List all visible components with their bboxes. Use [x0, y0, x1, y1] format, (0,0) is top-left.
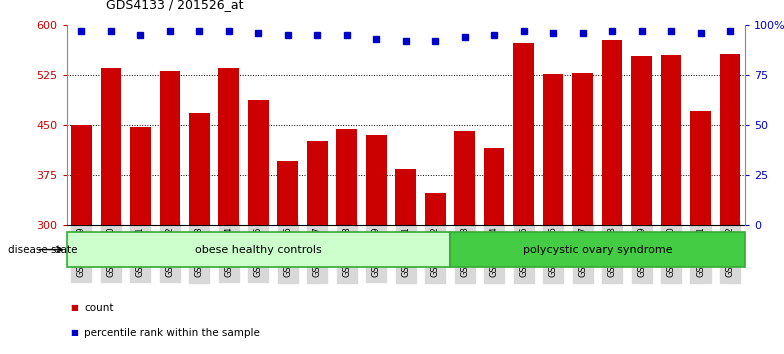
Text: disease state: disease state — [8, 245, 78, 255]
Bar — [602, 40, 622, 225]
Bar — [278, 161, 298, 225]
Bar — [450, 232, 745, 267]
Text: ■: ■ — [71, 328, 78, 337]
Bar — [336, 130, 357, 225]
Text: polycystic ovary syndrome: polycystic ovary syndrome — [523, 245, 672, 255]
Bar — [690, 112, 711, 225]
Text: obese healthy controls: obese healthy controls — [195, 245, 321, 255]
Text: ■: ■ — [71, 303, 78, 313]
Bar — [189, 113, 209, 225]
Bar — [395, 170, 416, 225]
Bar — [71, 125, 92, 225]
Bar — [67, 232, 450, 267]
Bar — [572, 73, 593, 225]
Bar — [366, 135, 387, 225]
Bar — [484, 148, 504, 225]
Text: GDS4133 / 201526_at: GDS4133 / 201526_at — [106, 0, 243, 11]
Bar — [159, 72, 180, 225]
Bar — [514, 43, 534, 225]
Bar — [425, 193, 445, 225]
Text: count: count — [84, 303, 114, 313]
Bar — [219, 68, 239, 225]
Bar — [248, 100, 269, 225]
Text: percentile rank within the sample: percentile rank within the sample — [84, 328, 260, 338]
Bar — [543, 74, 564, 225]
Bar — [100, 68, 122, 225]
Bar — [720, 54, 740, 225]
Bar — [130, 127, 151, 225]
Bar — [661, 55, 681, 225]
Bar — [307, 142, 328, 225]
Bar — [455, 131, 475, 225]
Bar — [631, 56, 652, 225]
